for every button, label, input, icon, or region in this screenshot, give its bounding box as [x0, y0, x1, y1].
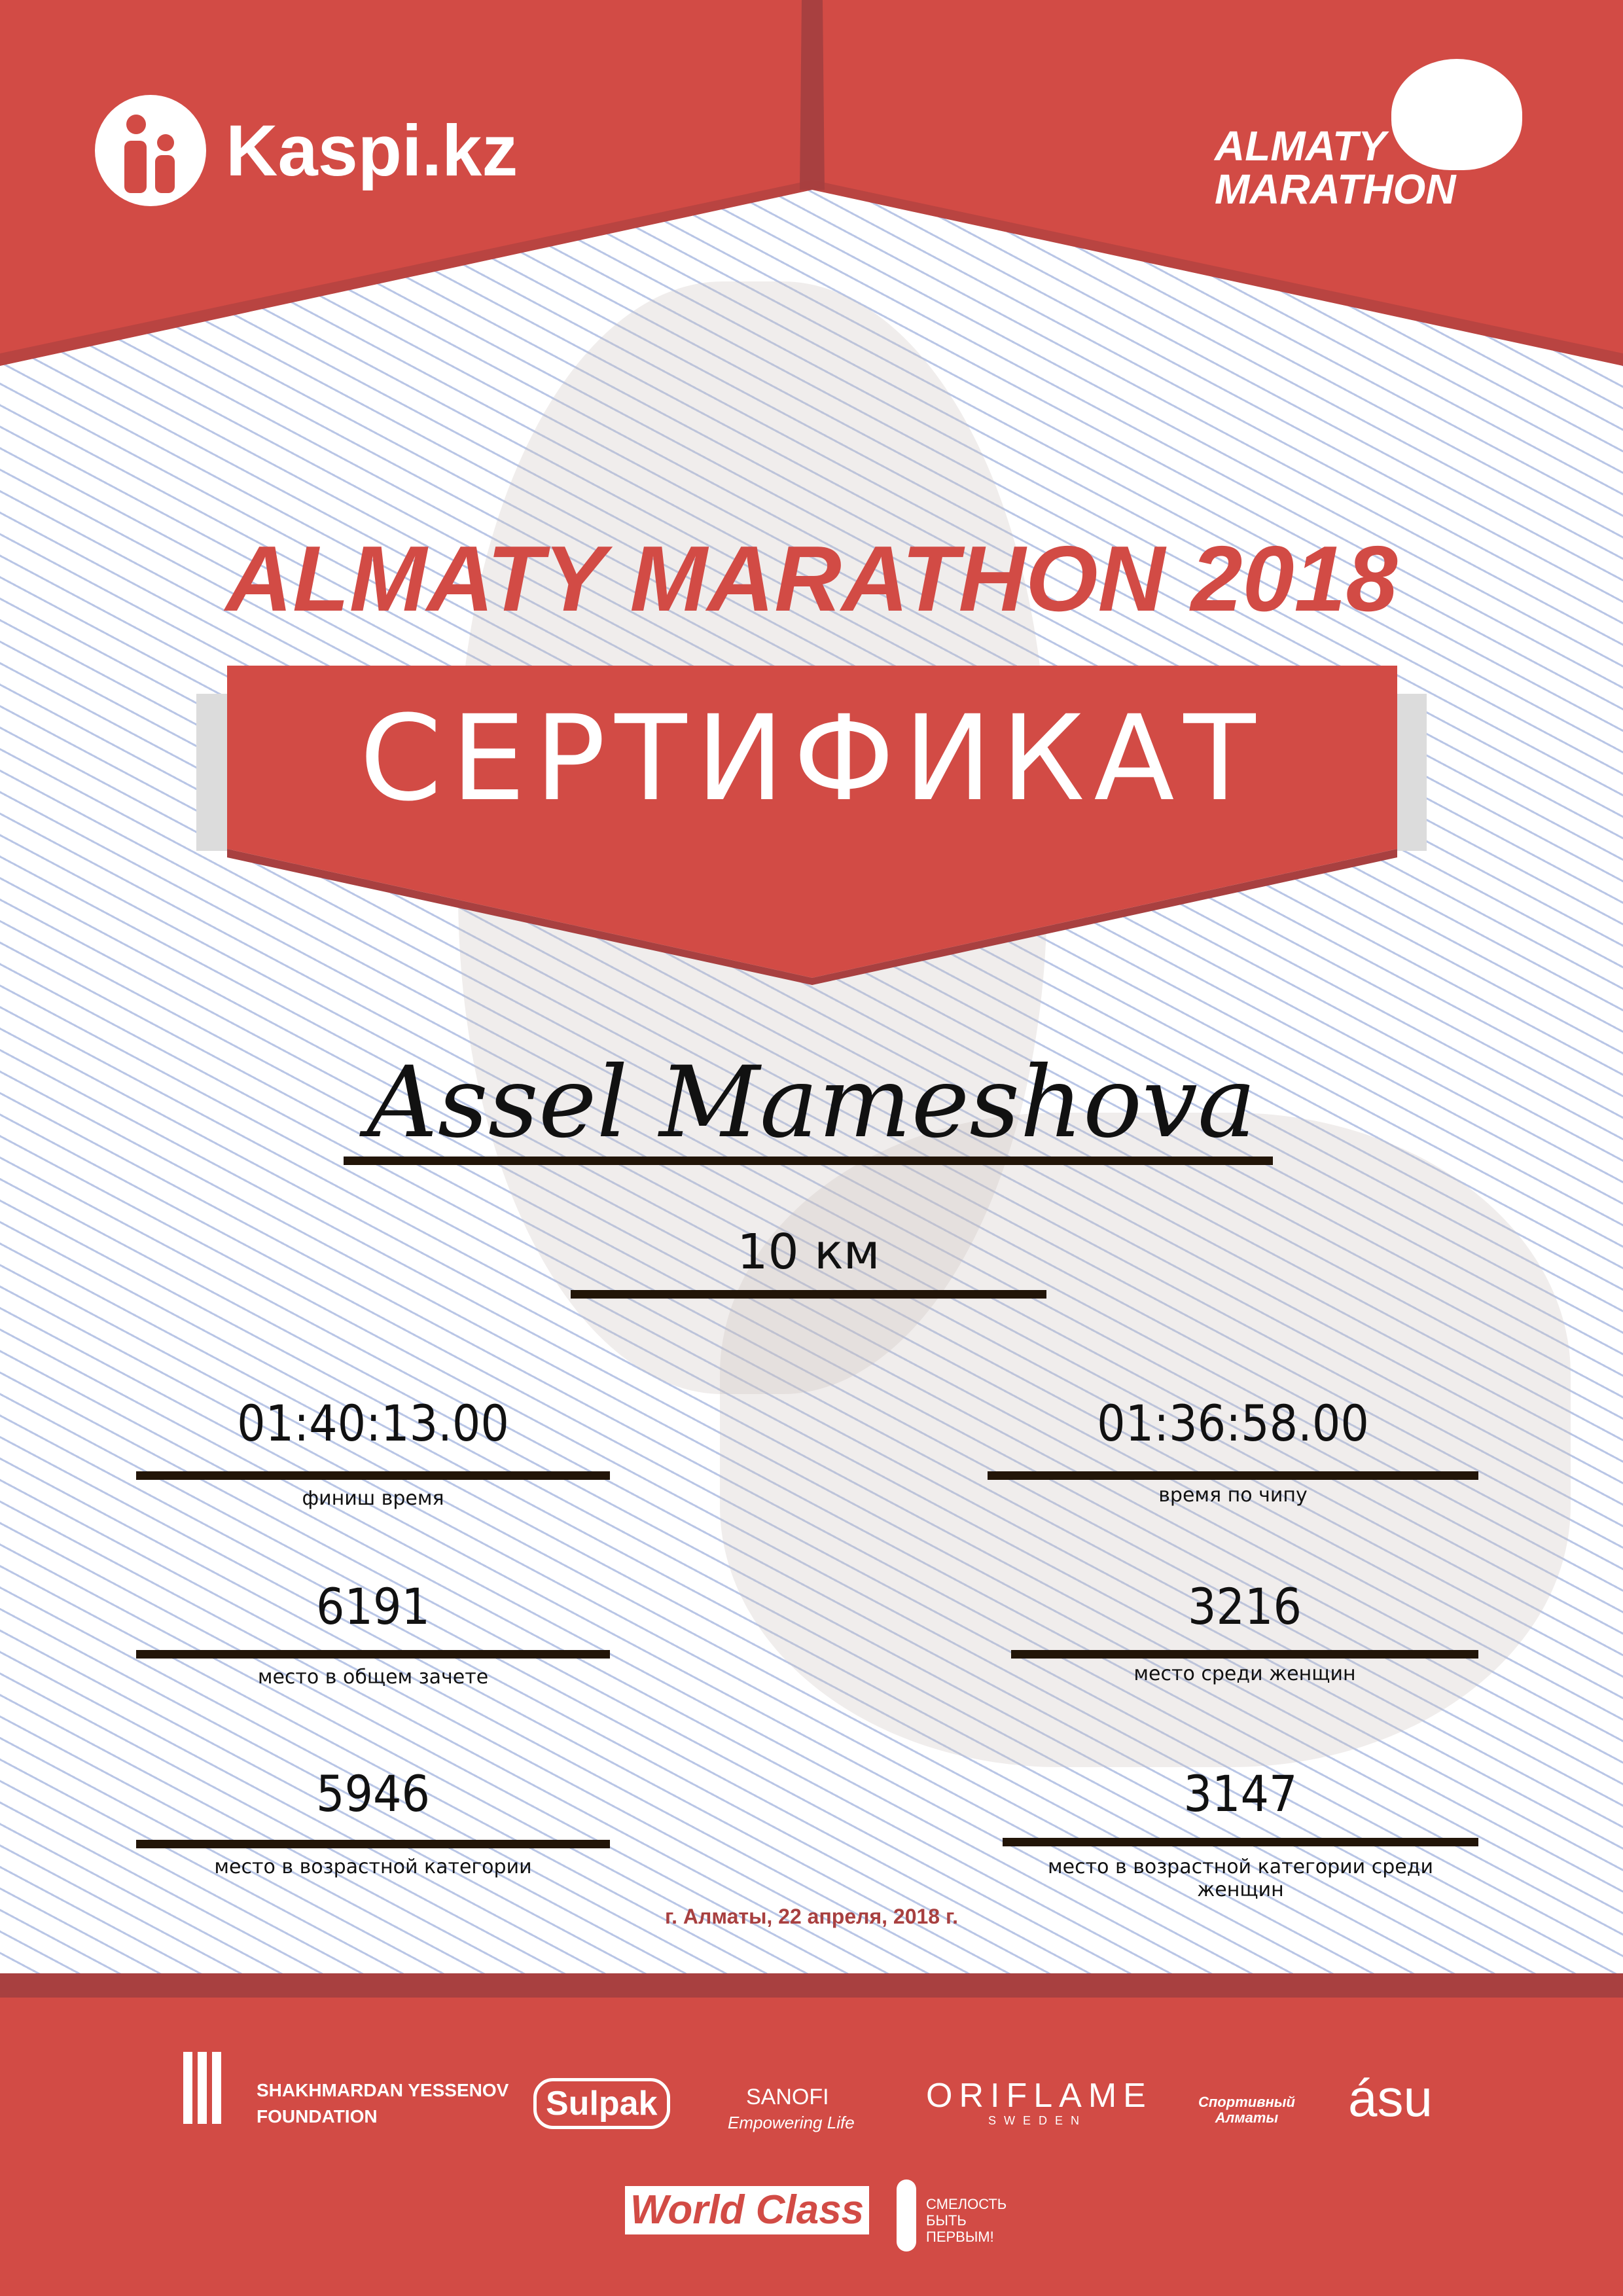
yessenov-logo [183, 2052, 223, 2124]
finish-time-label: финиш время [302, 1487, 444, 1510]
participant-name: Assel Mameshova [366, 1046, 1257, 1160]
courage-foundation-icon [897, 2179, 916, 2251]
overall-place-label: место в общем зачете [257, 1666, 489, 1689]
chip-time: 01:36:58.00 [1097, 1394, 1369, 1452]
age-category-line [136, 1840, 610, 1848]
oriflame-logo: ORIFLAME [926, 2077, 1152, 2115]
kaspi-people-icon [95, 95, 206, 206]
women-place-line [1011, 1650, 1478, 1659]
logo-text-almaty: ALMATY [1215, 122, 1386, 170]
courage-text-3: ПЕРВЫМ! [926, 2229, 994, 2245]
women-age-category-label: место в возрастной категории среди женщи… [1048, 1856, 1433, 1901]
sanofi-logo: SANOFI [746, 2085, 829, 2109]
distance-underline [571, 1290, 1046, 1299]
sulpak-logo: Sulpak [533, 2078, 670, 2129]
yessenov-text-1: SHAKHMARDAN YESSENOV [257, 2080, 509, 2100]
courage-text-2: БЫТЬ [926, 2212, 967, 2229]
name-underline [344, 1157, 1273, 1165]
footer [0, 1998, 1623, 2296]
logo-text-marathon: MARATHON [1215, 166, 1456, 213]
finish-time: 01:40:13.00 [237, 1394, 509, 1452]
yessenov-text-2: FOUNDATION [257, 2106, 378, 2126]
courage-text-1: СМЕЛОСТЬ [926, 2196, 1007, 2212]
event-title: ALMATY MARATHON 2018 [225, 527, 1398, 631]
almaty-marathon-logo: ALMATY MARATHON [1215, 59, 1522, 216]
asu-logo: ásu [1348, 2069, 1433, 2127]
certificate-heading: СЕРТИФИКАТ [359, 691, 1265, 827]
footer-stripe [0, 1973, 1623, 1998]
women-age-category-line [1003, 1838, 1478, 1846]
sanofi-tagline: Empowering Life [728, 2113, 855, 2132]
women-place: 3216 [1188, 1577, 1302, 1636]
distance: 10 км [737, 1224, 880, 1280]
chip-time-line [988, 1471, 1478, 1480]
sport-almaty-logo: Спортивный Алматы [1198, 2094, 1295, 2126]
world-class-logo: World Class [625, 2186, 870, 2234]
runner-icon [1391, 59, 1522, 170]
finish-time-line [136, 1471, 610, 1480]
issue-date: г. Алматы, 22 апреля, 2018 г. [665, 1905, 958, 1928]
kaspi-wordmark: Kaspi.kz [226, 110, 518, 191]
overall-place: 6191 [316, 1577, 430, 1636]
kaspi-logo: Kaspi.kz [95, 95, 518, 206]
chip-time-label: время по чипу [1158, 1484, 1308, 1507]
background-pattern [0, 0, 1623, 1973]
age-category-label: место в возрастной категории [214, 1856, 532, 1878]
oriflame-sweden: SWEDEN [988, 2114, 1088, 2127]
certificate-ribbon [196, 666, 1427, 985]
overall-place-line [136, 1650, 610, 1659]
age-category-place: 5946 [316, 1765, 430, 1823]
women-age-category-place: 3147 [1183, 1765, 1298, 1823]
header-band [0, 0, 1623, 366]
women-place-label: место среди женщин [1133, 1662, 1356, 1685]
